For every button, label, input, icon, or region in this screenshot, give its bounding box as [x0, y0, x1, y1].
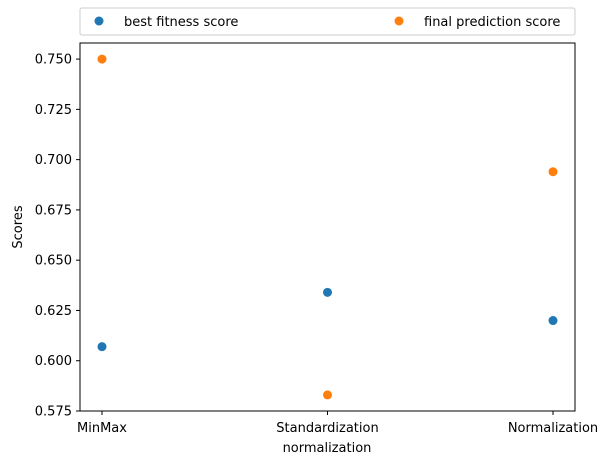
x-axis: MinMax Standardization Normalization	[77, 411, 598, 436]
data-point-final-prediction	[323, 390, 332, 400]
y-tick-label: 0.625	[35, 304, 72, 319]
x-tick-label: MinMax	[77, 421, 127, 436]
y-tick-label: 0.600	[35, 354, 72, 369]
legend-frame	[79, 7, 576, 36]
y-tick-label: 0.575	[35, 405, 72, 420]
data-point-final-prediction	[548, 167, 558, 177]
y-tick-label: 0.650	[35, 254, 72, 269]
legend: best fitness score final prediction scor…	[79, 7, 576, 36]
data-point-final-prediction	[97, 54, 107, 64]
y-axis: 0.575 0.600 0.625 0.650 0.675 0.700 0.725 0.750	[35, 53, 80, 420]
legend-marker-final-prediction	[394, 16, 404, 26]
y-tick-label: 0.700	[35, 153, 72, 168]
y-axis-label: Scores	[11, 205, 26, 248]
y-tick-label: 0.750	[35, 53, 72, 68]
data-points	[97, 54, 558, 400]
x-tick-label: Normalization	[508, 421, 598, 436]
plot-frame	[79, 42, 576, 412]
y-tick-label: 0.725	[35, 103, 72, 118]
y-tick-label: 0.675	[35, 203, 72, 218]
data-point-best-fitness	[97, 342, 107, 352]
legend-label-best-fitness: best fitness score	[124, 15, 238, 30]
legend-marker-best-fitness	[94, 16, 104, 26]
data-point-best-fitness	[323, 287, 332, 297]
legend-label-final-prediction: final prediction score	[424, 15, 560, 30]
x-axis-label: normalization	[283, 441, 372, 456]
data-point-best-fitness	[548, 316, 558, 326]
x-tick-label: Standardization	[276, 421, 378, 436]
